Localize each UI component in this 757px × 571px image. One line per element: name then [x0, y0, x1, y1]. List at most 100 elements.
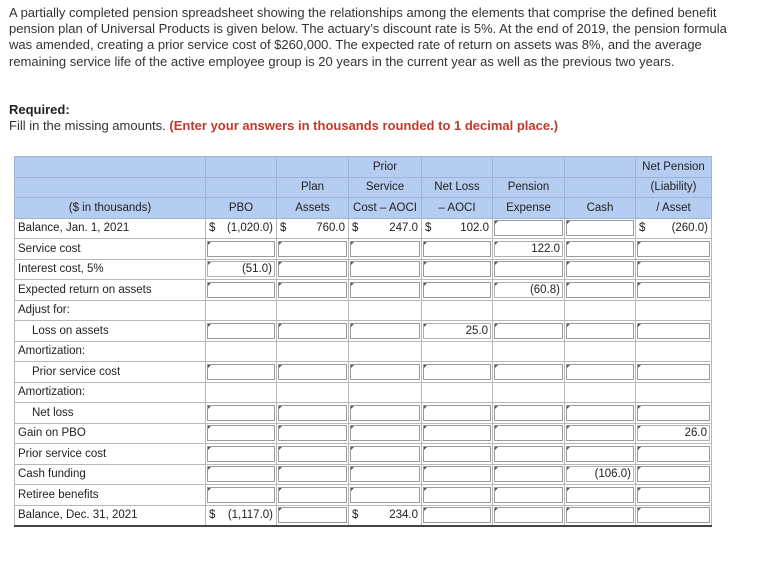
answer-input[interactable] [278, 261, 347, 278]
answer-input[interactable] [278, 281, 347, 298]
answer-input[interactable] [637, 261, 710, 278]
answer-input[interactable] [207, 363, 275, 380]
cell-nl [421, 443, 493, 465]
answer-input[interactable] [566, 404, 634, 421]
answer-input[interactable] [566, 425, 634, 442]
answer-input[interactable] [566, 240, 634, 257]
answer-input[interactable] [350, 261, 420, 278]
answer-input[interactable] [494, 445, 563, 462]
answer-input[interactable] [278, 363, 347, 380]
answer-input[interactable] [566, 445, 634, 462]
answer-input[interactable] [494, 486, 563, 503]
answer-input[interactable] [423, 425, 491, 442]
answer-input[interactable] [350, 363, 420, 380]
cell-plan [276, 504, 349, 527]
answer-input[interactable] [207, 281, 275, 298]
cell-cash [564, 361, 636, 383]
answer-input[interactable]: (51.0) [207, 261, 275, 278]
answer-input[interactable] [637, 281, 710, 298]
answer-input[interactable] [637, 507, 710, 524]
cell-np [635, 381, 712, 403]
table-row: Gain on PBO 26.0 [14, 422, 712, 444]
answer-input[interactable] [350, 240, 420, 257]
answer-input[interactable] [637, 322, 710, 339]
answer-input[interactable] [637, 466, 710, 483]
answer-input[interactable] [566, 281, 634, 298]
header-np-1: Net Pension [635, 156, 712, 178]
answer-input[interactable] [278, 404, 347, 421]
answer-input[interactable] [566, 363, 634, 380]
answer-input[interactable] [494, 363, 563, 380]
answer-input[interactable]: (106.0) [566, 466, 634, 483]
answer-input[interactable] [423, 404, 491, 421]
answer-input[interactable] [637, 240, 710, 257]
answer-input[interactable] [494, 322, 563, 339]
answer-input[interactable] [566, 486, 634, 503]
cell-np [635, 504, 712, 527]
answer-input[interactable] [637, 486, 710, 503]
answer-input[interactable] [278, 466, 347, 483]
answer-input[interactable] [423, 240, 491, 257]
answer-input[interactable] [278, 445, 347, 462]
cell-cash [564, 299, 636, 321]
answer-input[interactable] [423, 445, 491, 462]
answer-input[interactable]: (60.8) [494, 281, 563, 298]
answer-input[interactable] [566, 507, 634, 524]
answer-input[interactable] [494, 404, 563, 421]
answer-input[interactable] [278, 240, 347, 257]
answer-input[interactable] [637, 404, 710, 421]
answer-input[interactable] [207, 486, 275, 503]
answer-input[interactable] [350, 425, 420, 442]
answer-input[interactable] [278, 486, 347, 503]
cell-pbo [205, 422, 277, 444]
answer-input[interactable] [423, 261, 491, 278]
answer-input[interactable] [494, 425, 563, 442]
static-value: $ (1,117.0) [206, 506, 276, 526]
answer-input[interactable] [494, 507, 563, 524]
amount: 102.0 [460, 222, 489, 235]
answer-input[interactable] [423, 363, 491, 380]
cell-pe: 122.0 [492, 238, 565, 260]
answer-input[interactable] [423, 281, 491, 298]
answer-input[interactable] [494, 466, 563, 483]
answer-input[interactable] [207, 445, 275, 462]
answer-input[interactable] [207, 322, 275, 339]
answer-input[interactable] [494, 261, 563, 278]
answer-input[interactable] [207, 466, 275, 483]
answer-input[interactable] [566, 220, 634, 237]
row-label: Loss on assets [14, 320, 206, 342]
answer-input[interactable] [207, 425, 275, 442]
answer-input[interactable] [350, 466, 420, 483]
cell-psc [348, 238, 422, 260]
answer-input[interactable] [207, 240, 275, 257]
cell-cash [564, 258, 636, 280]
answer-input[interactable] [278, 322, 347, 339]
cell-psc [348, 258, 422, 280]
answer-input[interactable] [278, 507, 347, 524]
answer-input[interactable] [566, 322, 634, 339]
answer-input[interactable] [350, 404, 420, 421]
header-psc-3: Cost – AOCI [348, 197, 422, 219]
answer-input[interactable] [637, 445, 710, 462]
cell-nl [421, 504, 493, 527]
answer-input[interactable] [350, 281, 420, 298]
answer-input[interactable]: 26.0 [637, 425, 710, 442]
cell-nl [421, 299, 493, 321]
cell-pe [492, 463, 565, 485]
answer-input[interactable] [423, 507, 491, 524]
answer-input[interactable]: 122.0 [494, 240, 563, 257]
answer-input[interactable] [207, 404, 275, 421]
answer-input[interactable] [350, 322, 420, 339]
answer-input[interactable] [423, 486, 491, 503]
cell-pbo [205, 484, 277, 506]
answer-input[interactable] [494, 220, 563, 237]
answer-input[interactable]: 25.0 [423, 322, 491, 339]
answer-input[interactable] [423, 466, 491, 483]
answer-input[interactable] [350, 486, 420, 503]
answer-input[interactable] [350, 445, 420, 462]
cell-nl [421, 258, 493, 280]
answer-input[interactable] [278, 425, 347, 442]
answer-input[interactable] [637, 363, 710, 380]
table-row: Balance, Dec. 31, 2021 $ (1,117.0) $234.0 [14, 504, 712, 527]
answer-input[interactable] [566, 261, 634, 278]
